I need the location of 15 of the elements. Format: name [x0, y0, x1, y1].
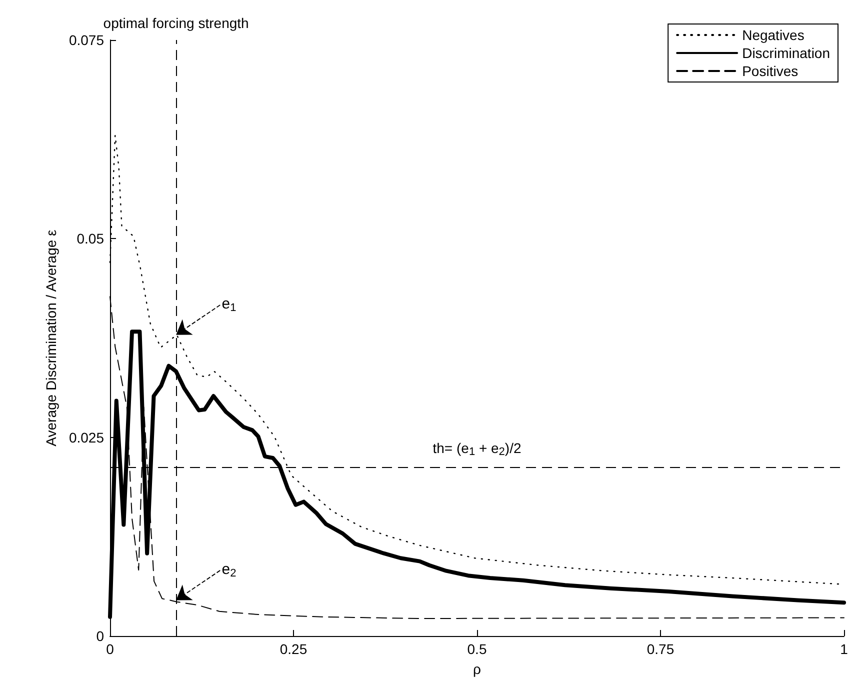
- x-tick-label: 0.25: [280, 641, 308, 657]
- x-tick-label: 0: [106, 641, 114, 657]
- y-tick-label: 0.075: [68, 32, 104, 48]
- y-axis-title: Average Discrimination / Average ε: [43, 230, 59, 446]
- legend-label: Positives: [742, 63, 798, 79]
- legend-label: Discrimination: [742, 45, 830, 61]
- legend-label: Negatives: [742, 27, 804, 43]
- y-tick-label: 0: [96, 628, 104, 644]
- x-tick-label: 1: [840, 641, 848, 657]
- ref-line-label: optimal forcing strength: [103, 15, 249, 31]
- x-tick-label: 0.5: [467, 641, 487, 657]
- y-tick-label: 0.025: [68, 429, 104, 446]
- y-tick-label: 0.05: [76, 230, 104, 247]
- x-tick-label: 0.75: [646, 641, 674, 657]
- x-axis-title: ρ: [473, 661, 482, 677]
